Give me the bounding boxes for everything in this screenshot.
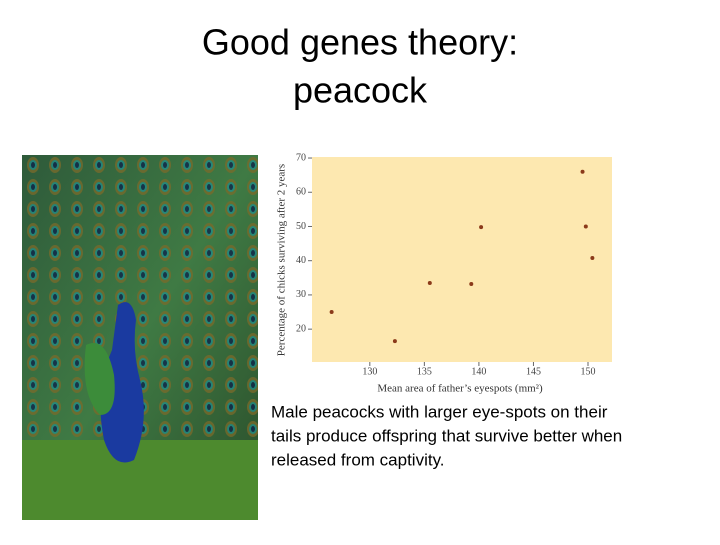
y-tick-label: 50 xyxy=(296,221,306,232)
y-axis-label: Percentage of chicks surviving after 2 y… xyxy=(276,164,288,356)
point xyxy=(469,281,474,286)
x-tick-label: 140 xyxy=(471,366,486,377)
y-tick-label: 30 xyxy=(296,289,306,300)
point xyxy=(329,310,334,315)
point xyxy=(590,255,595,260)
plot-area xyxy=(312,157,612,362)
y-tick-label: 40 xyxy=(296,255,306,266)
point xyxy=(580,169,585,174)
y-tick-label: 20 xyxy=(296,323,306,334)
y-tick-label: 60 xyxy=(296,187,306,198)
caption: Male peacocks with larger eye-spots on t… xyxy=(271,402,608,421)
point xyxy=(392,339,397,344)
x-tick-label: 130 xyxy=(362,366,377,377)
caption: tails produce offspring that survive bet… xyxy=(271,426,622,445)
x-tick-label: 135 xyxy=(417,366,432,377)
caption: released from captivity. xyxy=(271,450,445,469)
x-axis-label: Mean area of father’s eyespots (mm²) xyxy=(377,383,543,395)
x-tick-label: 150 xyxy=(581,366,596,377)
title: Good genes theory: xyxy=(202,22,518,63)
point xyxy=(583,224,588,229)
point xyxy=(427,280,432,285)
point xyxy=(479,225,484,230)
y-tick-label: 70 xyxy=(296,152,306,163)
peacock-photo xyxy=(22,155,258,520)
x-tick-label: 145 xyxy=(526,366,541,377)
title: peacock xyxy=(293,70,428,111)
